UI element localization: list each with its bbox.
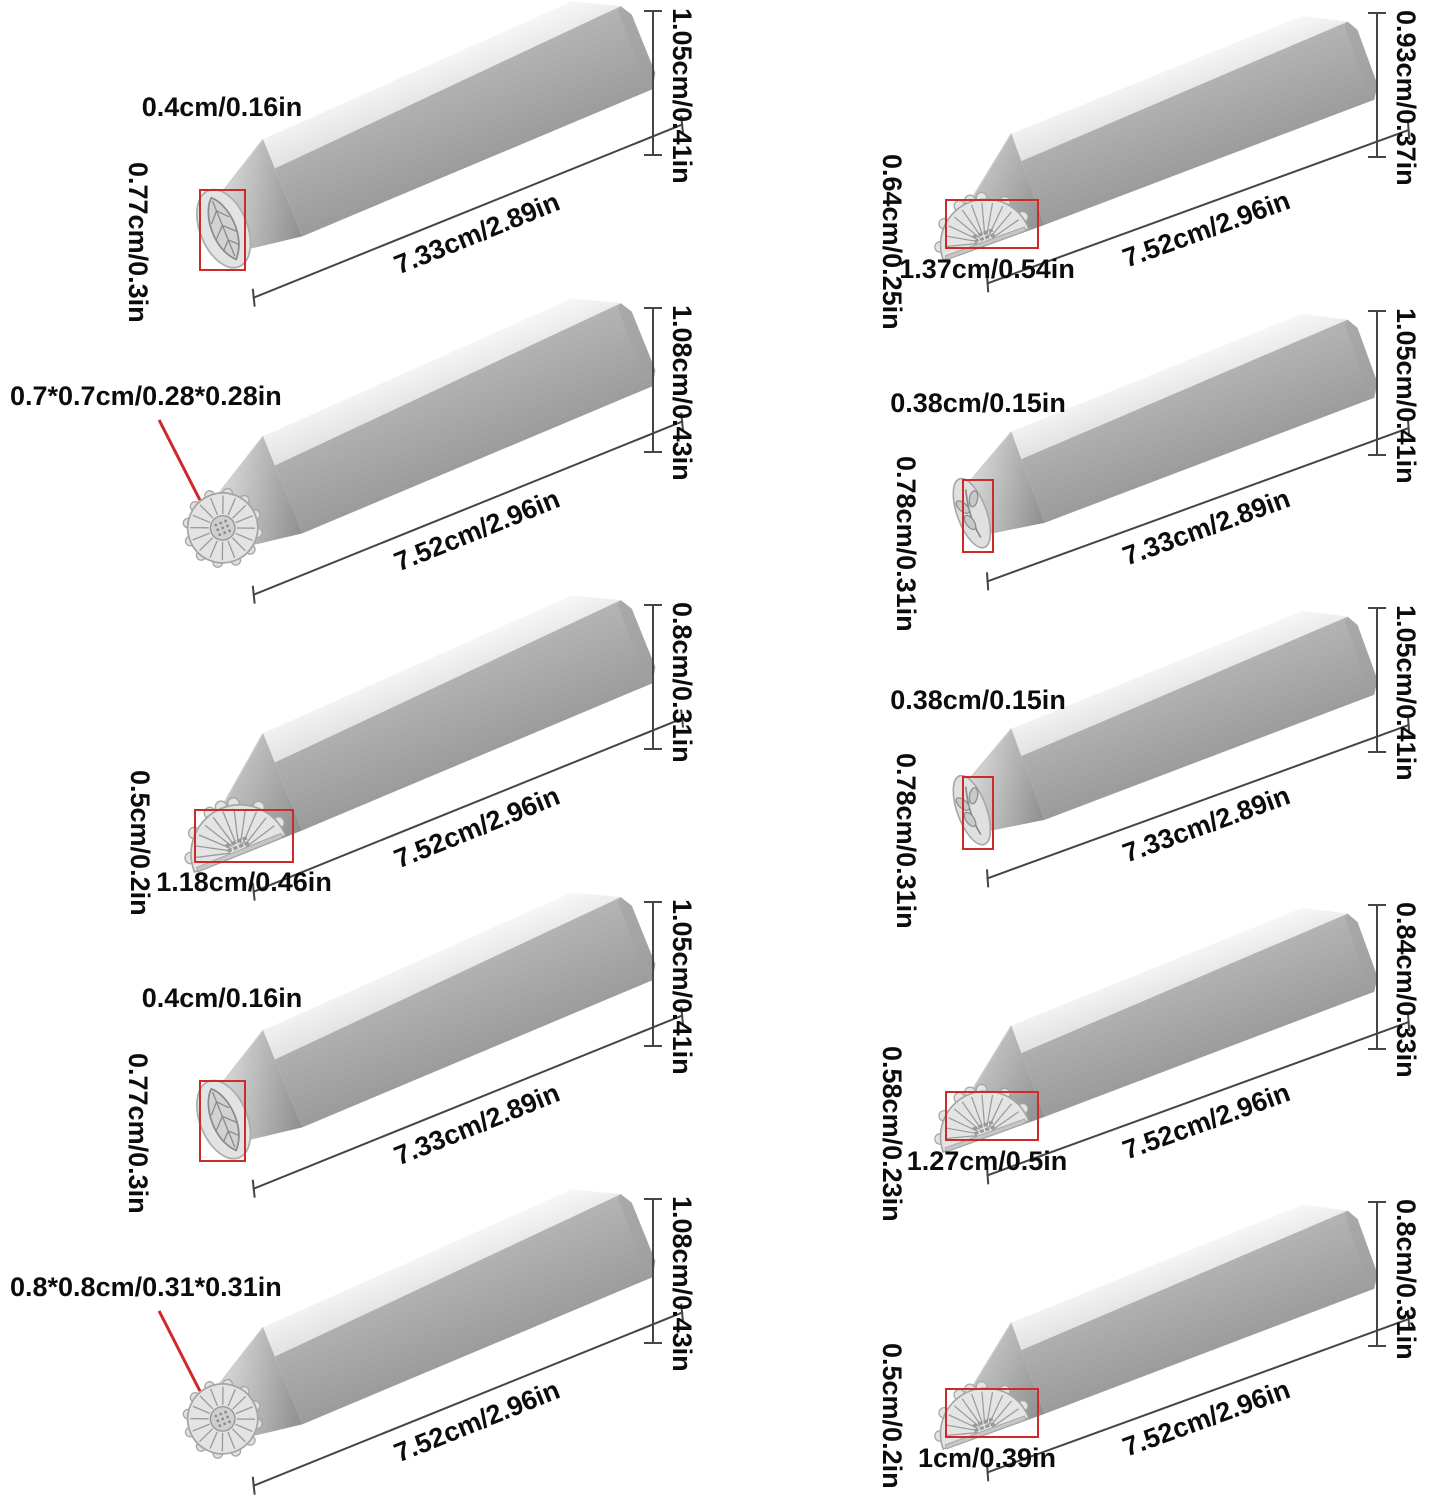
face-dimension-box [945, 199, 1039, 249]
stamp-figure-left-4: 7.33cm/2.89in 1.05cm/0.41in 0.4cm/0.16in… [8, 872, 728, 1214]
face-height-label: 0.5cm/0.2in [877, 1343, 907, 1489]
face-dimension-box [199, 1080, 246, 1162]
end-height-label: 0.8cm/0.31in [1391, 1199, 1421, 1360]
end-height-label: 1.08cm/0.43in [667, 305, 697, 481]
face-width-label: 0.38cm/0.15in [890, 685, 1066, 715]
face-width-label: 1.27cm/0.5in [906, 1146, 1068, 1176]
end-height-dimension-line [1368, 310, 1386, 456]
face-width-label: 0.4cm/0.16in [141, 983, 303, 1013]
end-height-label: 0.8cm/0.31in [667, 602, 697, 763]
face-height-label: 0.5cm/0.2in [125, 770, 155, 916]
face-height-label: 0.77cm/0.3in [123, 1053, 153, 1214]
stamp-figure-right-5: 7.52cm/2.96in 0.8cm/0.31in 1cm/0.39in 0.… [820, 1187, 1433, 1491]
stamp-figure-left-5: 7.52cm/2.96in 1.08cm/0.43in 0.8*0.8cm/0.… [8, 1169, 728, 1488]
end-height-dimension-line [1368, 607, 1386, 753]
face-width-label: 1cm/0.39in [917, 1443, 1057, 1473]
punch-illustration: 7.33cm/2.89in [869, 262, 1419, 607]
stamp-figure-right-4: 7.52cm/2.96in 0.84cm/0.33in 1.27cm/0.5in… [820, 890, 1433, 1222]
end-height-label: 0.84cm/0.33in [1391, 902, 1421, 1078]
punch-body [199, 278, 664, 558]
face-height-label: 0.78cm/0.31in [891, 456, 921, 632]
punch-illustration: 7.52cm/2.96in [110, 1132, 701, 1500]
face-height-label: 0.64cm/0.25in [877, 154, 907, 330]
end-height-label: 1.05cm/0.41in [667, 899, 697, 1075]
punch-illustration: 7.33cm/2.89in [869, 559, 1419, 904]
punch-body [199, 1169, 664, 1449]
end-height-label: 0.93cm/0.37in [1391, 10, 1421, 186]
stamp-figure-right-1: 7.52cm/2.96in 0.93cm/0.37in 1.37cm/0.54i… [820, 0, 1433, 330]
face-dimension-box [945, 1091, 1039, 1141]
end-height-label: 1.05cm/0.41in [1391, 605, 1421, 781]
face-size-label: 0.7*0.7cm/0.28*0.28in [10, 381, 282, 411]
face-dimension-box [962, 776, 994, 850]
face-width-label: 1.37cm/0.54in [899, 254, 1075, 284]
end-height-label: 1.08cm/0.43in [667, 1196, 697, 1372]
face-height-label: 0.77cm/0.3in [123, 162, 153, 323]
stamp-figure-right-2: 7.33cm/2.89in 1.05cm/0.41in 0.38cm/0.15i… [820, 296, 1433, 632]
face-height-label: 0.58cm/0.23in [877, 1046, 907, 1222]
end-height-label: 1.05cm/0.41in [1391, 308, 1421, 484]
stamp-figure-left-1: 7.33cm/2.89in 1.05cm/0.41in 0.4cm/0.16in… [8, 0, 728, 323]
face-dimension-box [194, 809, 294, 863]
punch-body [951, 593, 1385, 841]
end-height-dimension-line [644, 901, 662, 1047]
punch-body [199, 0, 664, 261]
face-width-label: 0.38cm/0.15in [890, 388, 1066, 418]
end-height-dimension-line [644, 1198, 662, 1344]
face-size-label: 0.8*0.8cm/0.31*0.31in [10, 1272, 282, 1302]
end-height-dimension-line [1368, 12, 1386, 158]
end-height-dimension-line [644, 307, 662, 453]
stamp-figure-left-3: 7.52cm/2.96in 0.8cm/0.31in 1.18cm/0.46in… [8, 575, 728, 916]
face-dimension-box [199, 189, 246, 271]
face-dimension-box [962, 479, 994, 553]
face-width-label: 0.4cm/0.16in [141, 92, 303, 122]
end-height-dimension-line [644, 10, 662, 156]
end-height-label: 1.05cm/0.41in [667, 8, 697, 184]
end-height-dimension-line [1368, 904, 1386, 1050]
punch-body [951, 296, 1385, 544]
stamp-figure-left-2: 7.52cm/2.96in 1.08cm/0.43in 0.7*0.7cm/0.… [8, 278, 728, 597]
end-height-dimension-line [644, 604, 662, 750]
stamp-figure-right-3: 7.33cm/2.89in 1.05cm/0.41in 0.38cm/0.15i… [820, 593, 1433, 929]
face-width-label: 1.18cm/0.46in [156, 867, 332, 897]
end-height-dimension-line [1368, 1201, 1386, 1347]
face-height-label: 0.78cm/0.31in [891, 753, 921, 929]
face-dimension-box [945, 1388, 1039, 1438]
